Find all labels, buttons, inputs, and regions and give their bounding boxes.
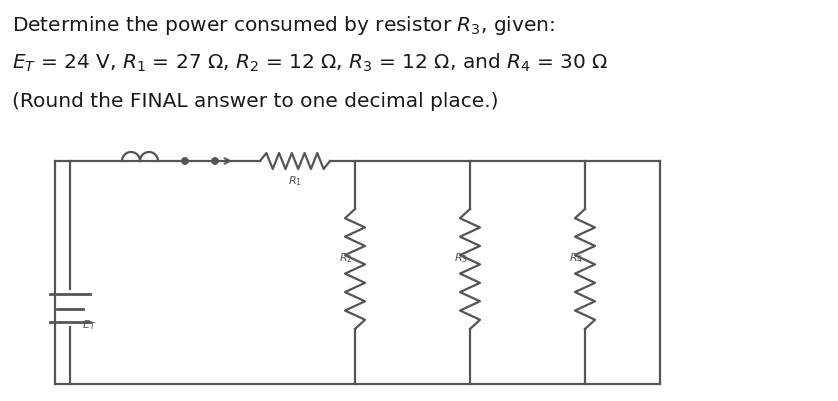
Text: $E_T$ = 24 V, $R_1$ = 27 Ω, $R_2$ = 12 Ω, $R_3$ = 12 Ω, and $R_4$ = 30 Ω: $E_T$ = 24 V, $R_1$ = 27 Ω, $R_2$ = 12 Ω…	[12, 52, 608, 74]
Text: $R_2$: $R_2$	[339, 251, 353, 264]
Text: $R_4$: $R_4$	[569, 251, 583, 264]
Text: (Round the FINAL answer to one decimal place.): (Round the FINAL answer to one decimal p…	[12, 92, 499, 111]
Text: $R_3$: $R_3$	[454, 251, 468, 264]
Text: Determine the power consumed by resistor $R_3$, given:: Determine the power consumed by resistor…	[12, 14, 555, 37]
Text: $R_1$: $R_1$	[288, 174, 302, 187]
Text: $E_T$: $E_T$	[82, 317, 96, 331]
Circle shape	[212, 158, 218, 165]
Circle shape	[182, 158, 189, 165]
